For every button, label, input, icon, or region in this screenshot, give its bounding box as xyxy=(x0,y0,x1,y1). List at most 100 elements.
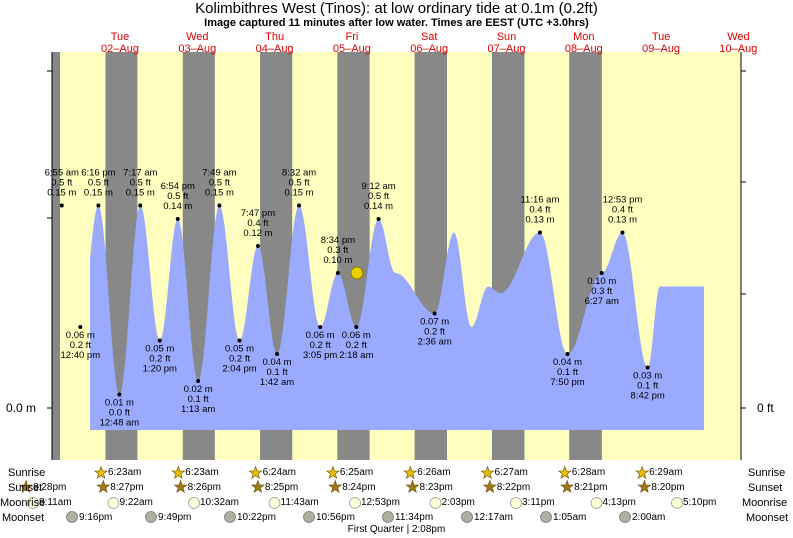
sunrise-time: 6:29am xyxy=(649,467,683,478)
tide-label: 0.15 m xyxy=(84,188,113,199)
tide-label: 7:17 am xyxy=(123,168,157,179)
tide-label: 8:42 pm xyxy=(631,391,665,402)
day-date: 04–Aug xyxy=(256,43,294,55)
day-name: Thu xyxy=(265,31,284,43)
tide-label: 0.1 ft xyxy=(637,381,658,392)
sunset-time: 8:24pm xyxy=(342,482,376,493)
tide-label: 0.5 ft xyxy=(368,191,389,202)
moonrise-time: 5:10pm xyxy=(683,497,717,508)
current-tide-marker xyxy=(350,266,364,280)
tide-label: 6:55 am xyxy=(45,168,79,179)
sunset-time: 8:28pm xyxy=(33,482,67,493)
tide-point xyxy=(432,311,437,316)
tide-label: 8:34 pm xyxy=(321,235,355,246)
day-date: 10–Aug xyxy=(719,43,757,55)
tide-label: 0.5 ft xyxy=(167,191,188,202)
tide-label: 0.04 m xyxy=(263,357,292,368)
moonset-label-left: Moonset xyxy=(2,512,45,524)
sunrise-icon xyxy=(171,465,186,480)
tide-label: 2:04 pm xyxy=(222,364,256,375)
tide-point xyxy=(196,379,201,383)
tide-point xyxy=(537,230,542,235)
tide-label: 0.15 m xyxy=(205,188,234,199)
sunrise-time: 6:28am xyxy=(571,467,606,478)
tide-label: 0.12 m xyxy=(243,228,272,239)
moonrise-icon xyxy=(268,497,281,509)
tide-label: 2:18 am xyxy=(339,350,373,361)
day-name: Tue xyxy=(111,31,130,43)
moonset-time: 10:56pm xyxy=(316,512,355,523)
moonset-icon xyxy=(145,511,157,523)
tide-point xyxy=(117,392,122,397)
day-name: Sat xyxy=(421,31,438,43)
tide-label: 0.10 m xyxy=(323,255,352,266)
tide-point xyxy=(237,338,242,343)
tide-label: 3:05 pm xyxy=(303,350,337,361)
tide-label: 11:16 am xyxy=(520,195,559,206)
day-date: 05–Aug xyxy=(333,43,371,55)
tide-label: 7:49 am xyxy=(202,168,236,179)
tide-point xyxy=(138,203,143,208)
tide-label: 7:47 pm xyxy=(241,208,275,219)
moonrise-icon xyxy=(510,497,522,509)
moonrise-time: 10:32am xyxy=(200,497,239,508)
tide-label: 0.2 ft xyxy=(70,340,91,351)
tide-label: 0.1 ft xyxy=(188,394,209,405)
tide-label: 1:42 am xyxy=(260,377,294,388)
moonrise-time: 2:03pm xyxy=(441,497,475,508)
moonset-time: 10:22pm xyxy=(237,512,276,523)
tide-label: 0.02 m xyxy=(184,384,213,395)
tide-point xyxy=(255,244,260,248)
sunrise-icon xyxy=(93,465,109,480)
tide-label: 0.07 m xyxy=(420,317,449,328)
moonset-time: 9:16pm xyxy=(79,512,113,523)
sunset-label-right: Sunset xyxy=(748,482,783,494)
moonrise-icon xyxy=(349,497,361,509)
day-date: 02–Aug xyxy=(101,43,139,55)
moonrise-label-left: Moonrise xyxy=(0,497,46,509)
moonset-time: 2:00am xyxy=(632,512,666,523)
sunset-icon xyxy=(637,479,652,494)
moonrise-icon xyxy=(188,497,200,509)
day-date: 08–Aug xyxy=(565,43,603,55)
sunrise-label-right: Sunrise xyxy=(748,467,786,479)
moonset-icon xyxy=(461,511,473,523)
sunrise-time: 6:23am xyxy=(108,467,142,478)
moonset-icon xyxy=(619,511,631,523)
moon-phase-note: First Quarter | 2:08pm xyxy=(347,524,446,535)
tide-point xyxy=(645,365,650,370)
day-date: 07–Aug xyxy=(488,43,526,55)
tide-label: 9:12 am xyxy=(361,181,395,192)
tide-point xyxy=(157,338,162,343)
sunset-icon xyxy=(250,479,265,494)
sunset-time: 8:21pm xyxy=(574,482,608,493)
tide-label: 12:53 pm xyxy=(603,195,643,206)
moonset-time: 9:49pm xyxy=(158,512,192,523)
tide-label: 8:32 am xyxy=(282,168,316,179)
celestial-icons xyxy=(18,465,683,523)
tide-point xyxy=(354,325,359,329)
sunrise-icon xyxy=(480,465,495,480)
chart-title: Kolimbithres West (Tinos): at low ordina… xyxy=(195,0,598,17)
tide-point xyxy=(175,217,180,221)
tide-label: 0.15 m xyxy=(126,188,155,199)
tide-label: 12:48 am xyxy=(100,418,140,429)
day-date: 09–Aug xyxy=(642,43,680,55)
chart-subtitle: Image captured 11 minutes after low wate… xyxy=(204,17,589,29)
y-tick-label-left: 0.0 m xyxy=(6,401,36,415)
day-name: Wed xyxy=(186,31,208,43)
day-name: Wed xyxy=(727,31,749,43)
sunset-icon xyxy=(173,479,188,494)
tide-label: 0.4 ft xyxy=(247,218,268,229)
tide-label: 6:16 pm xyxy=(81,168,115,179)
tide-label: 0.3 ft xyxy=(591,286,612,297)
moonset-icon xyxy=(382,511,394,523)
tide-point xyxy=(565,352,570,356)
tide-label: 0.06 m xyxy=(306,330,335,341)
moonrise-icon xyxy=(671,497,683,509)
sunset-time: 8:23pm xyxy=(419,482,453,493)
day-date: 06–Aug xyxy=(410,43,448,55)
moonrise-time: 8:11am xyxy=(39,497,72,508)
tide-label: 12:40 pm xyxy=(61,350,101,361)
